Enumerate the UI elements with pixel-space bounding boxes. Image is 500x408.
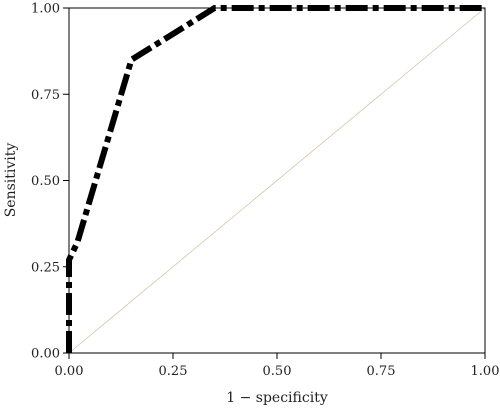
reference-diagonal xyxy=(68,7,486,354)
x-axis-title: 1 − specificity xyxy=(226,390,328,406)
y-tick-label: 1.00 xyxy=(31,2,60,17)
x-tick-label: 1.00 xyxy=(471,364,500,379)
x-tick-label: 0.25 xyxy=(159,364,188,379)
y-tick-label: 0.25 xyxy=(31,260,60,275)
x-tick-label: 0.75 xyxy=(367,364,396,379)
y-tick-label: 0.75 xyxy=(31,88,60,103)
y-tick-label: 0.00 xyxy=(31,347,60,362)
x-tick-label: 0.50 xyxy=(263,364,292,379)
y-axis-title: Sensitivity xyxy=(3,143,19,218)
x-tick-label: 0.00 xyxy=(55,364,84,379)
axis-ticks: 0.00 0.25 0.50 0.75 1.00 0.00 0.25 0.50 0.75 1.00 xyxy=(31,2,499,380)
y-tick-label: 0.50 xyxy=(31,174,60,189)
